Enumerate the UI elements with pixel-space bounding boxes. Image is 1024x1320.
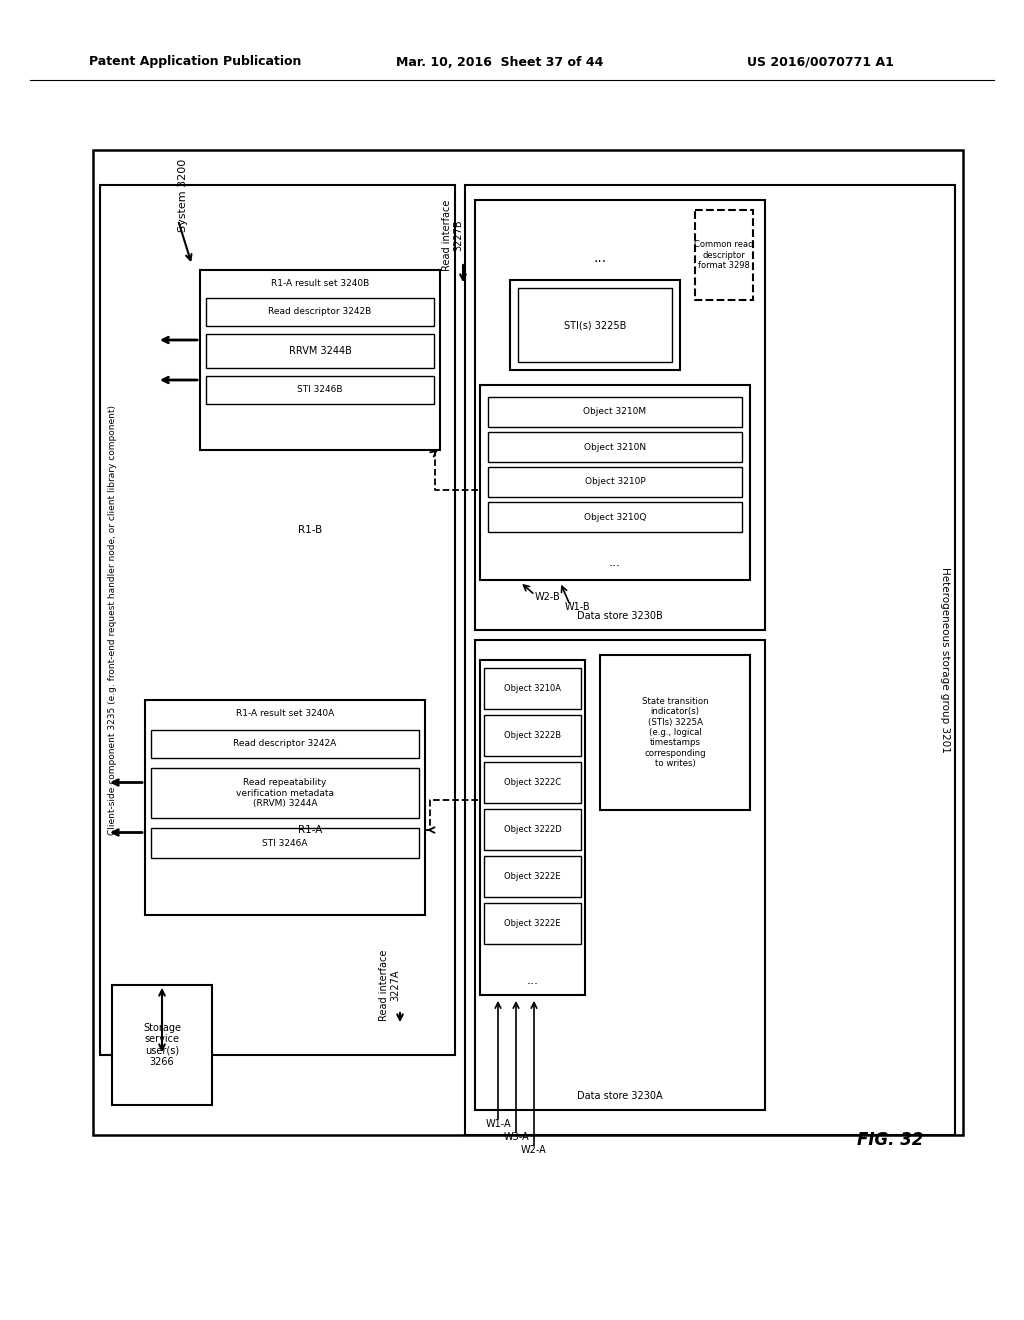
Text: Object 3210M: Object 3210M bbox=[584, 408, 646, 417]
Text: ...: ... bbox=[609, 556, 621, 569]
Text: Mar. 10, 2016  Sheet 37 of 44: Mar. 10, 2016 Sheet 37 of 44 bbox=[396, 55, 604, 69]
Bar bbox=[206, 376, 434, 404]
Bar bbox=[484, 762, 581, 803]
Text: R1-A result set 3240A: R1-A result set 3240A bbox=[236, 710, 334, 718]
Bar bbox=[200, 271, 440, 450]
Bar bbox=[480, 385, 750, 579]
Text: W2-B: W2-B bbox=[535, 591, 561, 602]
Bar bbox=[151, 730, 419, 758]
Bar bbox=[465, 185, 955, 1135]
Bar bbox=[475, 201, 765, 630]
Text: Common read
descriptor
format 3298: Common read descriptor format 3298 bbox=[694, 240, 754, 269]
Text: Object 3210P: Object 3210P bbox=[585, 478, 645, 487]
Text: FIG. 32: FIG. 32 bbox=[857, 1131, 924, 1148]
Text: Heterogeneous storage group 3201: Heterogeneous storage group 3201 bbox=[940, 568, 950, 752]
Bar bbox=[484, 855, 581, 898]
Text: W2-A: W2-A bbox=[521, 1144, 547, 1155]
Text: Patent Application Publication: Patent Application Publication bbox=[89, 55, 301, 69]
Text: Object 3210Q: Object 3210Q bbox=[584, 512, 646, 521]
Text: US 2016/0070771 A1: US 2016/0070771 A1 bbox=[746, 55, 893, 69]
Text: ...: ... bbox=[594, 251, 606, 265]
Text: ...: ... bbox=[526, 974, 539, 986]
Text: Read interface
3227B: Read interface 3227B bbox=[442, 199, 464, 271]
Text: State transition
indicator(s)
(STIs) 3225A
(e.g., logical
timestamps
correspondi: State transition indicator(s) (STIs) 322… bbox=[642, 697, 709, 768]
Bar bbox=[475, 640, 765, 1110]
Bar bbox=[93, 150, 963, 1135]
Text: R1-B: R1-B bbox=[298, 525, 323, 535]
Bar bbox=[518, 288, 672, 362]
Text: Object 3222E: Object 3222E bbox=[504, 919, 561, 928]
Text: Data store 3230A: Data store 3230A bbox=[578, 1092, 663, 1101]
Text: W3-A: W3-A bbox=[503, 1133, 528, 1142]
Bar bbox=[488, 397, 742, 426]
Bar bbox=[112, 985, 212, 1105]
Text: Data store 3230B: Data store 3230B bbox=[578, 611, 663, 620]
Bar bbox=[695, 210, 753, 300]
Text: R1-A: R1-A bbox=[298, 825, 323, 836]
Bar bbox=[488, 502, 742, 532]
Bar bbox=[484, 715, 581, 756]
Text: STI(s) 3225B: STI(s) 3225B bbox=[564, 319, 627, 330]
Text: Read interface
3227A: Read interface 3227A bbox=[379, 949, 400, 1020]
Text: W1-B: W1-B bbox=[565, 602, 591, 612]
Bar bbox=[480, 660, 585, 995]
Bar bbox=[488, 432, 742, 462]
Text: Read repeatability
verification metadata
(RRVM) 3244A: Read repeatability verification metadata… bbox=[236, 777, 334, 808]
Bar bbox=[151, 828, 419, 858]
Text: Object 3222D: Object 3222D bbox=[504, 825, 561, 834]
Bar bbox=[145, 700, 425, 915]
Text: RRVM 3244B: RRVM 3244B bbox=[289, 346, 351, 356]
Text: Object 3222B: Object 3222B bbox=[504, 731, 561, 741]
Text: W1-A: W1-A bbox=[485, 1119, 511, 1129]
Bar bbox=[484, 903, 581, 944]
Bar bbox=[488, 467, 742, 498]
Bar bbox=[206, 334, 434, 368]
Text: Client-side component 3235 (e.g. front-end request handler node, or client libra: Client-side component 3235 (e.g. front-e… bbox=[109, 405, 118, 836]
Text: R1-A result set 3240B: R1-A result set 3240B bbox=[271, 280, 369, 289]
Bar bbox=[151, 768, 419, 818]
Text: STI 3246B: STI 3246B bbox=[297, 385, 343, 395]
Text: Object 3210A: Object 3210A bbox=[504, 684, 561, 693]
Bar bbox=[206, 298, 434, 326]
Text: STI 3246A: STI 3246A bbox=[262, 838, 308, 847]
Text: Read descriptor 3242A: Read descriptor 3242A bbox=[233, 739, 337, 748]
Bar bbox=[484, 809, 581, 850]
Bar bbox=[100, 185, 455, 1055]
Text: Object 3210N: Object 3210N bbox=[584, 442, 646, 451]
Text: Object 3222E: Object 3222E bbox=[504, 873, 561, 880]
Bar bbox=[510, 280, 680, 370]
Text: System 3200: System 3200 bbox=[178, 158, 188, 231]
Text: Read descriptor 3242B: Read descriptor 3242B bbox=[268, 308, 372, 317]
Bar bbox=[484, 668, 581, 709]
Text: Storage
service
user(s)
3266: Storage service user(s) 3266 bbox=[143, 1023, 181, 1068]
Bar bbox=[600, 655, 750, 810]
Text: Object 3222C: Object 3222C bbox=[504, 777, 561, 787]
